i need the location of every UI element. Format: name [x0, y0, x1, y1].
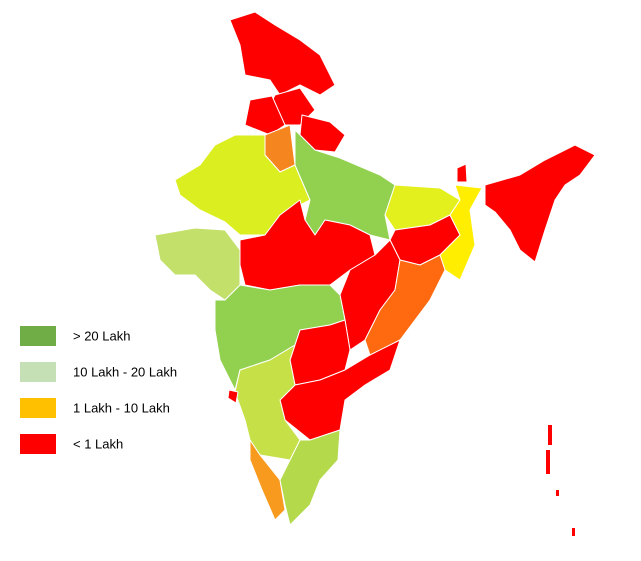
- state: [174, 134, 311, 236]
- state: [364, 254, 446, 356]
- island: [572, 528, 575, 536]
- legend-swatch: [20, 362, 56, 382]
- legend-swatch: [20, 398, 56, 418]
- legend-swatch: [20, 326, 56, 346]
- legend-swatch: [20, 434, 56, 454]
- legend-label: > 20 Lakh: [73, 328, 130, 343]
- state: [456, 163, 468, 183]
- state: [484, 144, 596, 263]
- island: [556, 490, 559, 496]
- legend-label: < 1 Lakh: [73, 436, 123, 451]
- state: [279, 429, 341, 526]
- legend-label: 1 Lakh - 10 Lakh: [73, 400, 170, 415]
- island: [548, 425, 552, 445]
- islands: [546, 425, 575, 536]
- state: [154, 227, 241, 301]
- legend: > 20 Lakh 10 Lakh - 20 Lakh 1 Lakh - 10 La…: [20, 326, 177, 454]
- state: [227, 389, 239, 404]
- state: [229, 11, 336, 96]
- island: [546, 450, 550, 474]
- states: [154, 11, 596, 526]
- legend-label: 10 Lakh - 20 Lakh: [73, 364, 177, 379]
- state: [249, 439, 286, 521]
